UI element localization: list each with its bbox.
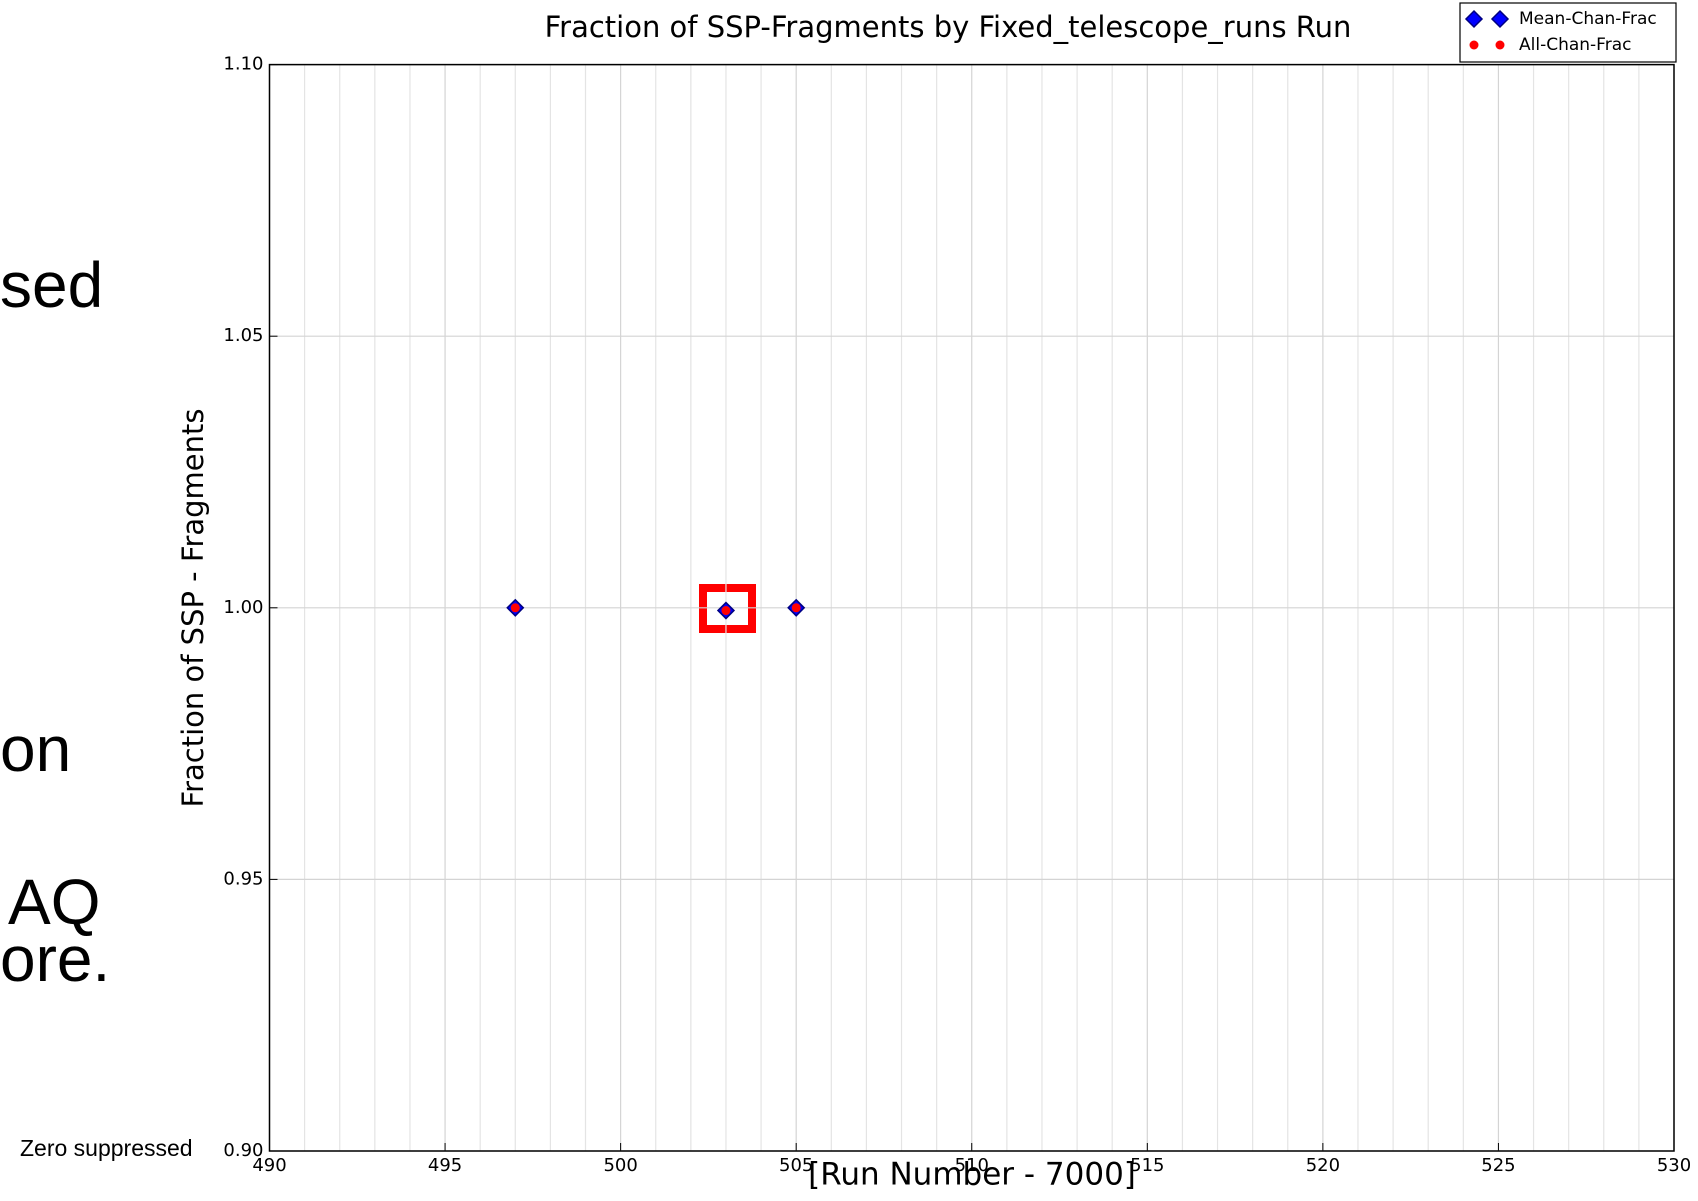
slide-fragment: on [0, 713, 71, 785]
point [721, 606, 731, 616]
legend-box [1459, 2, 1677, 63]
legend-marker [1490, 9, 1510, 29]
legend-marker [1495, 40, 1505, 50]
slide-fragment: ore. [0, 923, 110, 995]
x-tick-label: 495 [428, 1155, 462, 1176]
x-tick-label: 515 [1130, 1155, 1164, 1176]
point [791, 603, 801, 613]
chart-title: Fraction of SSP-Fragments by Fixed_teles… [545, 10, 1352, 44]
x-tick-label: 500 [603, 1155, 637, 1176]
slide-fragment: AQ [8, 866, 100, 938]
y-tick-label: 1.00 [223, 597, 263, 618]
x-tick-label: 525 [1481, 1155, 1515, 1176]
point [510, 603, 520, 613]
y-tick-label: 0.95 [223, 868, 263, 889]
y-axis-label: Fraction of SSP - Fragments [176, 409, 210, 808]
legend-marker [1469, 40, 1479, 50]
x-axis-label: [Run Number - 7000] [808, 1157, 1136, 1193]
x-tick-label: 505 [779, 1155, 813, 1176]
x-tick-label: 510 [955, 1155, 989, 1176]
highlight-box [699, 584, 756, 633]
legend-label: All-Chan-Frac [1519, 35, 1631, 55]
plot-frame [268, 63, 1675, 1152]
slide-fragment: sed [0, 249, 103, 321]
slide-note: Zero suppressed [20, 1135, 193, 1161]
y-tick-label: 0.90 [223, 1140, 263, 1161]
legend-label: Mean-Chan-Frac [1519, 9, 1657, 29]
legend-marker [1464, 9, 1484, 29]
y-tick-label: 1.05 [223, 325, 263, 346]
y-tick-label: 1.10 [223, 54, 263, 75]
x-tick-label: 490 [252, 1155, 286, 1176]
x-tick-label: 530 [1657, 1155, 1691, 1176]
x-tick-label: 520 [1306, 1155, 1340, 1176]
